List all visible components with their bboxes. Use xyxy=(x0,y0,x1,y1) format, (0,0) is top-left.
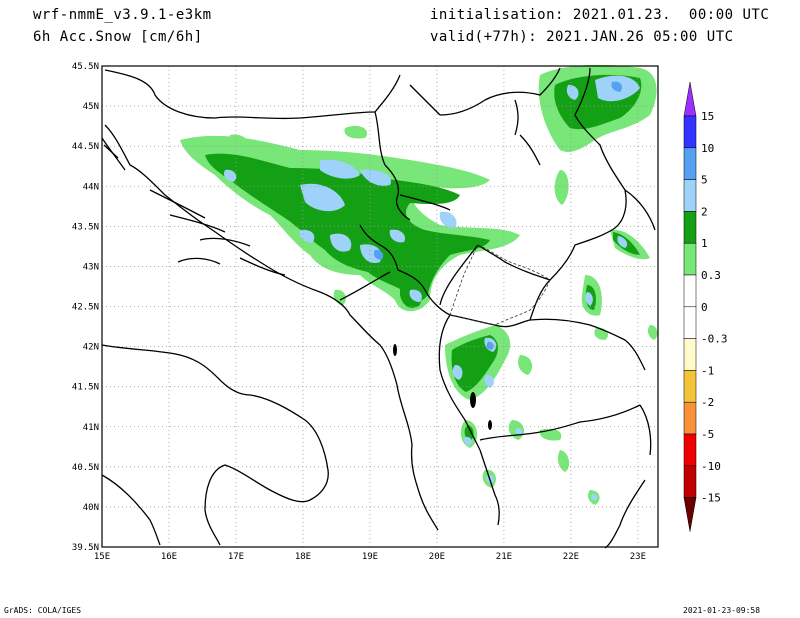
lakes xyxy=(393,344,492,430)
lat-tick-label: 40N xyxy=(83,503,99,513)
coastlines-borders xyxy=(101,67,656,549)
colorbar-label: -15 xyxy=(701,492,721,505)
lat-tick-label: 43.5N xyxy=(72,222,99,232)
field-name: 6h Acc.Snow [cm/6h] xyxy=(33,29,203,45)
colorbar-bottom-arrow xyxy=(683,497,697,532)
lon-tick-label: 16E xyxy=(161,552,177,562)
lon-tick-label: 20E xyxy=(429,552,445,562)
colorbar-label: 15 xyxy=(701,110,714,123)
lon-tick-label: 21E xyxy=(496,552,512,562)
lat-tick-label: 44.5N xyxy=(72,142,99,152)
lon-tick-label: 19E xyxy=(362,552,378,562)
colorbar-segment xyxy=(683,211,697,244)
colorbar-segment xyxy=(683,465,697,498)
lon-tick-label: 23E xyxy=(630,552,646,562)
lat-tick-label: 45N xyxy=(83,102,99,112)
lon-tick-label: 18E xyxy=(295,552,311,562)
colorbar-label: 10 xyxy=(701,142,714,155)
colorbar-segment xyxy=(683,115,697,149)
lat-tick-label: 41N xyxy=(83,423,99,433)
footer-left: GrADS: COLA/IGES xyxy=(4,606,82,615)
init-time: initialisation: 2021.01.23. 00:00 UTC xyxy=(430,7,770,23)
lat-tick-label: 43N xyxy=(83,262,99,272)
colorbar-label: 5 xyxy=(701,174,708,187)
model-name: wrf-nmmE_v3.9.1-e3km xyxy=(33,7,212,23)
colorbar-label: -5 xyxy=(701,428,714,441)
kosovo-border xyxy=(449,244,551,326)
map-frame xyxy=(101,65,659,548)
colorbar-segment xyxy=(683,274,697,308)
lon-tick-label: 17E xyxy=(228,552,244,562)
colorbar-label: -0.3 xyxy=(701,333,728,346)
colorbar-label: 1 xyxy=(701,237,708,250)
colorbar-label: -2 xyxy=(701,396,714,409)
lat-tick-label: 42.5N xyxy=(72,303,99,313)
lon-tick-labels: 15E 16E 17E 18E 19E 20E 21E 22E 23E xyxy=(94,552,646,562)
lat-tick-label: 40.5N xyxy=(72,463,99,473)
lat-tick-label: 41.5N xyxy=(72,383,99,393)
lat-tick-labels: 45.5N 45N 44.5N 44N 43.5N 43N 42.5N 42N 41.5N 41N… xyxy=(72,62,99,553)
lat-tick-label: 42N xyxy=(83,343,99,353)
lat-tick-label: 44N xyxy=(83,182,99,192)
colorbar-segment xyxy=(683,433,697,467)
colorbar-label: -1 xyxy=(701,364,714,377)
colorbar-segment xyxy=(683,147,697,180)
colorbar-label: 2 xyxy=(701,205,708,218)
lat-tick-label: 45.5N xyxy=(72,62,99,72)
footer-right: 2021-01-23-09:58 xyxy=(683,606,761,615)
colorbar-top-arrow xyxy=(683,81,697,117)
colorbar-segment xyxy=(683,242,697,276)
colorbar-label: -10 xyxy=(701,460,721,473)
colorbar-label: 0 xyxy=(701,301,708,314)
colorbar-segment xyxy=(683,338,697,371)
colorbar-segment xyxy=(683,370,697,403)
colorbar-label: 0.3 xyxy=(701,269,721,282)
valid-time: valid(+77h): 2021.JAN.26 05:00 UTC xyxy=(430,29,734,45)
colorbar-segment xyxy=(683,179,697,212)
grid-lines xyxy=(102,66,658,547)
lon-tick-label: 22E xyxy=(563,552,579,562)
colorbar-segment xyxy=(683,306,697,339)
lon-tick-label: 15E xyxy=(94,552,110,562)
colorbar-segment xyxy=(683,401,697,435)
colorbar: 15 10 5 2 1 0.3 0 -0.3 -1 -2 -5 -10 -15 xyxy=(683,81,728,532)
lat-tick-label: 39.5N xyxy=(72,543,99,553)
